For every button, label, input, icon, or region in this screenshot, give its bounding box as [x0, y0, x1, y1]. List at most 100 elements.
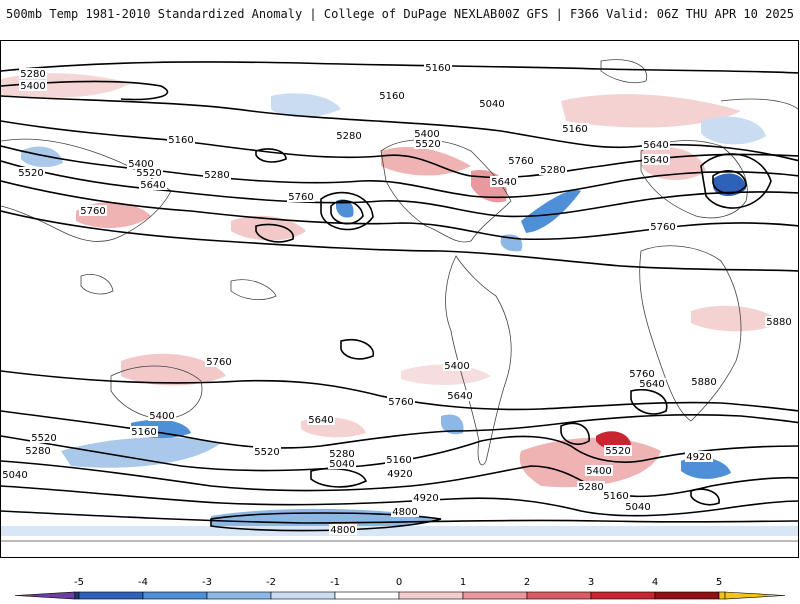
colorbar-segment [654, 591, 720, 600]
contour-label-text: 5640 [447, 391, 472, 402]
contour-label: 5760 [507, 155, 535, 167]
colorbar-tick-label: -1 [330, 577, 340, 588]
colorbar-tick-label: 4 [652, 577, 658, 588]
contour-label: 5160 [167, 134, 195, 146]
contour-label: 5520 [30, 432, 58, 444]
contour-label-text: 5520 [18, 168, 43, 179]
contour-label-text: 5160 [131, 427, 156, 438]
contour-label-text: 5880 [691, 377, 716, 388]
contour-label-text: 5760 [508, 156, 533, 167]
contour-label: 5280 [24, 445, 52, 457]
contour-label: 5520 [135, 167, 163, 179]
contour-label: 5640 [642, 139, 670, 151]
contour-label: 5760 [205, 356, 233, 368]
contour-label: 5280 [203, 169, 231, 181]
contour-label-text: 5160 [425, 63, 450, 74]
contour-label: 5040 [478, 98, 506, 110]
contour-label-text: 5160 [168, 135, 193, 146]
contour-label: 5400 [148, 410, 176, 422]
contour-label: 4800 [391, 506, 419, 518]
contour-label-text: 5160 [562, 124, 587, 135]
contour-label: 5280 [19, 68, 47, 80]
colorbar-segment [270, 591, 336, 600]
contour-label-text: 5640 [491, 177, 516, 188]
colorbar-tick-label: -4 [138, 577, 148, 588]
contour-label: 5280 [577, 481, 605, 493]
contour-label: 5520 [414, 138, 442, 150]
contour-label-text: 5040 [625, 502, 650, 513]
colorbar-tick-label: -3 [202, 577, 212, 588]
contour-label-text: 5040 [329, 459, 354, 470]
contour-label-text: 5400 [128, 159, 153, 170]
contour-label: 5640 [638, 378, 666, 390]
contour-label-text: 5520 [415, 139, 440, 150]
contour-label: 5040 [624, 501, 652, 513]
contour-label: 5520 [253, 446, 281, 458]
height-contours [1, 61, 798, 532]
contour-label-text: 5280 [25, 446, 50, 457]
contour-label-text: 5040 [479, 99, 504, 110]
contour-label: 5160 [378, 90, 406, 102]
anomaly-colorbar: -5 -4 -3 -2 -1 0 1 2 3 4 5 [0, 570, 800, 600]
contour-label-text: 5760 [288, 192, 313, 203]
contour-label: 4920 [412, 492, 440, 504]
contour-label-text: 5160 [603, 491, 628, 502]
contour-label: 4920 [386, 468, 414, 480]
colorbar-tick-label: 2 [524, 577, 530, 588]
contour-label: 5640 [307, 414, 335, 426]
contour-label-text: 5400 [586, 466, 611, 477]
contour-label: 5160 [130, 426, 158, 438]
contour-label-text: 5760 [80, 206, 105, 217]
global-map: 5280 5400 5160 5160 5040 5160 5280 5400 5520 5640… [0, 40, 799, 558]
colorbar-segment [142, 591, 208, 600]
contour-label-text: 5280 [336, 131, 361, 142]
contour-label-text: 4800 [392, 507, 417, 518]
colorbar-tick-label: 0 [396, 577, 402, 588]
contour-label: 5040 [328, 458, 356, 470]
contour-label-text: 5160 [386, 455, 411, 466]
contour-label: 5760 [649, 221, 677, 233]
contour-label-text: 5400 [149, 411, 174, 422]
contour-label-text: 4920 [686, 452, 711, 463]
contour-label-text: 5520 [31, 433, 56, 444]
contour-label: 4800 [329, 524, 357, 536]
contour-label: 5400 [413, 128, 441, 140]
contour-label-text: 5280 [329, 449, 354, 460]
contour-label-text: 5400 [444, 361, 469, 372]
contour-label: 5640 [490, 176, 518, 188]
contour-label-text: 5760 [650, 222, 675, 233]
contour-label-text: 5640 [308, 415, 333, 426]
contour-label-text: 5760 [629, 369, 654, 380]
contour-label: 5640 [446, 390, 474, 402]
contour-label-text: 5280 [204, 170, 229, 181]
contour-label-text: 4920 [387, 469, 412, 480]
contour-label-text: 5160 [379, 91, 404, 102]
contour-label: 5400 [443, 360, 471, 372]
colorbar-segment [718, 591, 726, 600]
contour-label-text: 5280 [540, 165, 565, 176]
contour-label: 5280 [328, 448, 356, 460]
colorbar-segment [74, 591, 80, 600]
map-title: 500mb Temp 1981-2010 Standardized Anomal… [6, 7, 498, 21]
contour-label: 5400 [19, 80, 47, 92]
contour-label-text: 5640 [140, 180, 165, 191]
colorbar-segment [590, 591, 656, 600]
contour-label: 5280 [335, 130, 363, 142]
contour-label: 5880 [690, 376, 718, 388]
contour-label-text: 4800 [330, 525, 355, 536]
contour-label: 5160 [424, 62, 452, 74]
colorbar-tick-label: -2 [266, 577, 276, 588]
colorbar-canvas: -5 -4 -3 -2 -1 0 1 2 3 4 5 [14, 577, 786, 600]
contour-label: 5160 [561, 123, 589, 135]
colorbar-tick-label: 5 [716, 577, 722, 588]
contour-label: 5760 [387, 396, 415, 408]
contour-label: 5160 [385, 454, 413, 466]
contour-label: 5760 [79, 205, 107, 217]
contour-label: 5640 [139, 179, 167, 191]
contour-label: 5400 [585, 465, 613, 477]
contour-label: 5760 [287, 191, 315, 203]
contour-label: 5040 [1, 469, 29, 481]
colorbar-segment [78, 591, 144, 600]
